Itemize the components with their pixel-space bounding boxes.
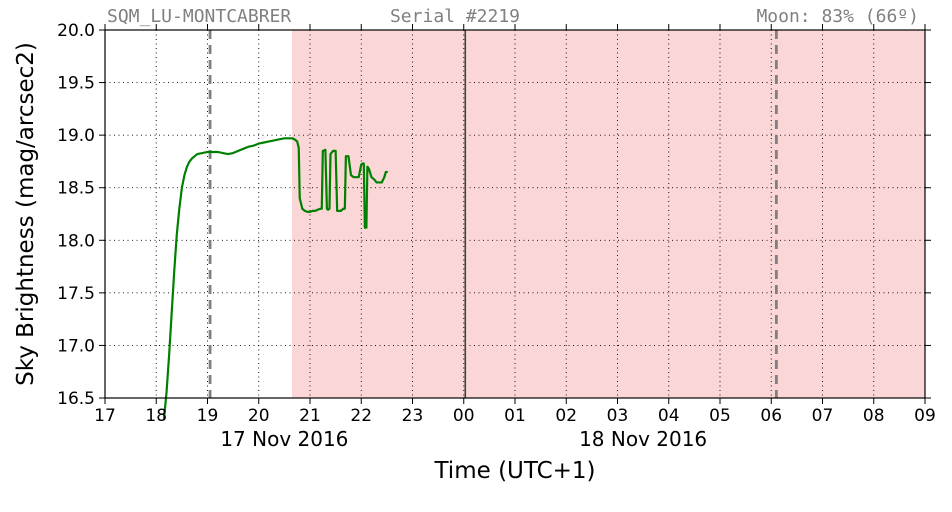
x-tick-label: 06 [760, 406, 782, 426]
sky-brightness-chart: 17 18 19 20 21 22 23 00 01 02 03 04 05 06 07 08 09 17 Nov… [0, 0, 952, 512]
x-tick-label: 08 [863, 406, 885, 426]
y-tick-label: 16.5 [57, 389, 95, 409]
y-tick-label: 19.0 [57, 126, 95, 146]
x-tick-label: 04 [658, 406, 680, 426]
x-date-label: 18 Nov 2016 [579, 427, 707, 451]
shaded-region [292, 30, 925, 398]
x-tick-label: 22 [350, 406, 372, 426]
x-tick-label: 17 [94, 406, 116, 426]
x-tick-label: 19 [197, 406, 219, 426]
annot-moon: Moon: 83% (66º) [756, 6, 919, 27]
x-tick-label: 18 [145, 406, 167, 426]
x-date-label: 17 Nov 2016 [220, 427, 348, 451]
x-tick-label: 09 [914, 406, 936, 426]
x-tick-label: 20 [248, 406, 270, 426]
x-tick-label: 03 [607, 406, 629, 426]
x-tick-label: 02 [555, 406, 577, 426]
x-tick-label: 07 [812, 406, 834, 426]
x-tick-label: 01 [504, 406, 526, 426]
y-tick-label: 17.5 [57, 284, 95, 304]
y-tick-label: 20.0 [57, 21, 95, 41]
y-tick-label: 18.5 [57, 179, 95, 199]
y-tick-label: 18.0 [57, 231, 95, 251]
annot-serial: Serial #2219 [390, 6, 520, 27]
y-tick-label: 19.5 [57, 74, 95, 94]
x-tick-label: 23 [402, 406, 424, 426]
x-tick-label: 05 [709, 406, 731, 426]
annot-station: SQM_LU-MONTCABRER [107, 6, 291, 27]
x-tick-label: 00 [453, 406, 475, 426]
y-tick-label: 17.0 [57, 336, 95, 356]
y-axis-label: Sky Brightness (mag/arcsec2) [13, 42, 39, 386]
x-tick-label: 21 [299, 406, 321, 426]
x-axis-label: Time (UTC+1) [433, 458, 595, 484]
